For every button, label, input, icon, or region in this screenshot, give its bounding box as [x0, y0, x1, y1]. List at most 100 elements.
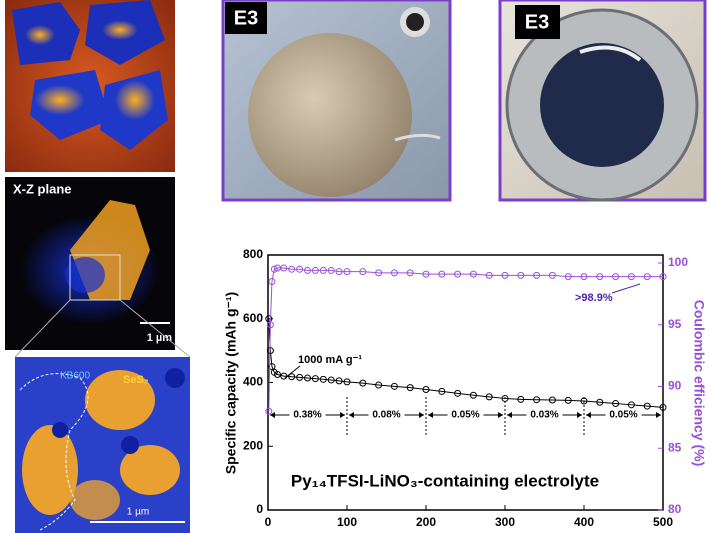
ce-annotation: >98.9% — [575, 292, 613, 304]
data-point — [304, 266, 311, 274]
electrolyte-label: Py₁₄TFSI-LiNO₃-containing electrolyte — [291, 471, 599, 490]
y2-tick-label: 80 — [668, 502, 682, 516]
data-point — [268, 363, 276, 371]
y2-tick-label: 90 — [668, 379, 682, 393]
render-panel — [5, 0, 175, 172]
data-point — [438, 387, 446, 395]
data-point — [564, 396, 572, 404]
data-point — [273, 371, 281, 379]
data-point — [469, 270, 477, 278]
zoom-panel: KB600 SeS₂ 1 µm — [15, 357, 190, 533]
data-point — [454, 389, 462, 397]
data-point — [288, 373, 296, 381]
x-tick-label: 0 — [265, 515, 272, 529]
data-point — [343, 268, 351, 276]
segment-label: 0.38% — [293, 410, 321, 421]
data-point — [501, 271, 509, 279]
data-point — [268, 278, 276, 286]
y2-axis-label: Coulombic efficiency (%) — [691, 300, 707, 466]
data-point — [501, 394, 509, 402]
data-point — [375, 269, 383, 277]
data-point — [643, 273, 651, 281]
rate-annotation: 1000 mA g⁻¹ — [298, 354, 362, 366]
photo-label: E3 — [525, 11, 549, 33]
data-point — [375, 381, 383, 389]
photo-label: E3 — [234, 7, 258, 29]
data-point — [659, 403, 667, 411]
data-point — [327, 266, 335, 274]
segment-label: 0.05% — [609, 410, 637, 421]
series-line — [268, 267, 663, 412]
segment-label: 0.08% — [372, 410, 400, 421]
data-point — [517, 395, 525, 403]
y-tick-label: 400 — [243, 375, 263, 389]
data-point — [643, 402, 651, 410]
x-tick-label: 300 — [495, 515, 515, 529]
xz-panel: X-Z plane 1 µm — [5, 177, 191, 358]
x-tick-label: 400 — [574, 515, 594, 529]
data-point — [485, 393, 493, 401]
scale-label: 1 µm — [147, 332, 173, 344]
segment-label: 0.03% — [530, 410, 558, 421]
data-point — [288, 265, 296, 273]
ses-label: SeS₂ — [123, 374, 149, 386]
data-point — [311, 375, 319, 383]
data-point — [627, 401, 635, 409]
data-point — [612, 400, 620, 408]
data-point — [359, 379, 367, 387]
y-tick-label: 800 — [243, 247, 263, 261]
scale-label: 1 µm — [127, 507, 149, 518]
data-point — [304, 374, 311, 382]
data-point — [280, 372, 288, 380]
data-point — [659, 273, 667, 281]
data-point — [406, 269, 414, 277]
data-point — [564, 273, 572, 281]
y-axis-label: Specific capacity (mAh g⁻¹) — [223, 292, 239, 474]
data-point — [517, 271, 525, 279]
x-tick-label: 500 — [653, 515, 673, 529]
data-point — [390, 269, 398, 277]
data-point — [335, 377, 343, 385]
arrow — [611, 283, 641, 294]
data-point — [390, 382, 398, 390]
data-point — [422, 386, 430, 394]
data-point — [280, 264, 288, 272]
data-point — [469, 391, 477, 399]
data-point — [580, 273, 588, 281]
x-tick-label: 100 — [337, 515, 357, 529]
data-point — [266, 321, 274, 329]
panel-label: X-Z plane — [13, 181, 72, 196]
kb-label: KB600 — [60, 371, 90, 382]
chart: Specific capacity (mAh g⁻¹) Coulombic ef… — [223, 247, 708, 529]
y-tick-label: 200 — [243, 438, 263, 452]
x-tick-label: 200 — [416, 515, 436, 529]
y2-tick-label: 100 — [668, 255, 688, 269]
data-point — [265, 407, 273, 415]
y-tick-label: 0 — [256, 502, 263, 516]
data-point — [335, 268, 343, 276]
data-point — [422, 270, 430, 278]
data-point — [359, 268, 367, 276]
data-point — [406, 384, 414, 392]
data-point — [438, 270, 446, 278]
data-point — [580, 397, 588, 405]
data-point — [533, 396, 541, 404]
y2-tick-label: 95 — [668, 317, 682, 331]
data-point — [296, 373, 304, 381]
segment-label: 0.05% — [451, 410, 479, 421]
data-point — [311, 266, 319, 274]
series-line — [268, 318, 664, 408]
data-point — [612, 273, 620, 281]
data-point — [596, 398, 604, 406]
data-point — [319, 266, 327, 274]
data-point — [548, 271, 556, 279]
data-point — [533, 271, 541, 279]
photo-left: E3 — [221, 0, 452, 202]
data-point — [343, 378, 351, 386]
y-tick-label: 600 — [243, 311, 263, 325]
data-point — [270, 265, 278, 273]
data-point — [319, 375, 327, 383]
data-point — [627, 273, 635, 281]
y2-tick-label: 85 — [668, 440, 682, 454]
